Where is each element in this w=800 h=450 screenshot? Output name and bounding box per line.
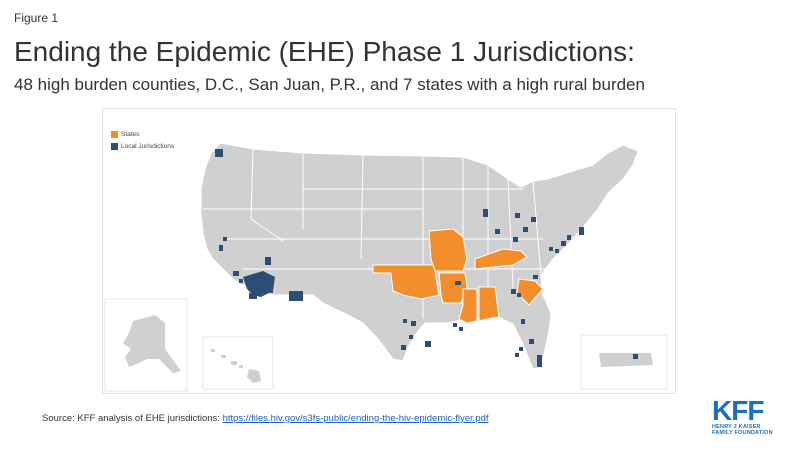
state-oklahoma <box>372 264 440 300</box>
jurisdiction-san-diego <box>249 293 257 299</box>
jurisdiction-cuyahoga <box>531 217 536 222</box>
jurisdiction-hamilton-oh <box>513 237 518 242</box>
legend-swatch-states <box>111 131 118 138</box>
jurisdiction-new-orleans <box>459 327 463 331</box>
hawaii <box>211 349 261 383</box>
jurisdiction-baltimore <box>561 241 566 246</box>
source-link[interactable]: https://files.hiv.gov/s3fs-public/ending… <box>222 413 489 424</box>
state-mississippi <box>458 288 478 324</box>
jurisdiction-mecklenburg <box>533 275 538 279</box>
jurisdiction-shelby <box>455 281 461 285</box>
source-note: Source: KFF analysis of EHE jurisdiction… <box>42 413 489 424</box>
jurisdiction-los-angeles <box>233 271 239 276</box>
jurisdiction-king-wa <box>215 149 223 157</box>
jurisdiction-san-juan <box>633 354 638 359</box>
us-map <box>104 142 668 392</box>
map-container: States Local Jurisdictions <box>102 108 676 394</box>
local-jurisdictions <box>215 149 584 367</box>
kff-org-line2: FAMILY FOUNDATION <box>712 430 773 436</box>
jurisdiction-new-york <box>579 227 584 235</box>
jurisdiction-miami-dade <box>537 355 542 367</box>
jurisdiction-franklin-oh <box>523 227 528 232</box>
jurisdiction-maricopa <box>289 291 303 301</box>
legend-label-states: States <box>121 131 140 138</box>
hawaii-inset-frame <box>202 336 274 390</box>
jurisdiction-wayne <box>515 213 520 218</box>
page-title: Ending the Epidemic (EHE) Phase 1 Jurisd… <box>14 36 635 67</box>
state-alabama <box>478 286 500 322</box>
jurisdiction-cook <box>483 209 488 217</box>
kff-org-line1: HENRY J KAISER <box>712 424 761 430</box>
legend-item-states: States <box>111 131 174 138</box>
jurisdiction-dallas <box>411 321 416 326</box>
jurisdiction-dc <box>555 249 559 253</box>
kff-logo-text: KFF <box>712 395 764 426</box>
legend-item-local: Local Jurisdictions <box>111 143 174 150</box>
legend-label-local: Local Jurisdictions <box>121 143 175 150</box>
jurisdiction-pinellas <box>515 353 519 357</box>
jurisdiction-travis <box>409 335 413 339</box>
jurisdiction-clark-nv <box>265 257 271 265</box>
legend-swatch-local <box>111 143 118 150</box>
us-mainland <box>200 142 639 370</box>
jurisdiction-harris <box>425 341 431 347</box>
jurisdiction-dekalb <box>517 293 521 297</box>
kff-logo: KFF HENRY J KAISER FAMILY FOUNDATION <box>712 395 790 438</box>
jurisdiction-alameda <box>219 245 223 251</box>
jurisdiction-duval <box>521 319 525 324</box>
page-subtitle: 48 high burden counties, D.C., San Juan,… <box>14 75 645 94</box>
jurisdiction-bexar <box>401 345 406 350</box>
jurisdiction-marion-in <box>495 229 500 234</box>
jurisdiction-baton-rouge <box>453 323 457 327</box>
puerto-rico <box>599 353 653 367</box>
jurisdiction-orange-fl <box>529 339 534 344</box>
jurisdiction-riverside <box>261 285 273 293</box>
jurisdiction-tarrant <box>403 319 407 323</box>
jurisdiction-sacramento <box>223 237 227 241</box>
state-arkansas <box>438 272 468 304</box>
jurisdiction-orange <box>239 279 243 283</box>
state-kentucky <box>474 248 528 270</box>
jurisdiction-hillsborough <box>519 347 523 351</box>
jurisdiction-fulton <box>511 289 516 294</box>
alaska <box>123 315 181 373</box>
map-legend: States Local Jurisdictions <box>111 131 174 155</box>
state-missouri <box>428 228 468 272</box>
jurisdiction-philadelphia <box>567 235 571 240</box>
state-south-carolina <box>516 278 544 306</box>
jurisdiction-montgomery-md <box>549 247 553 251</box>
source-text: Source: KFF analysis of EHE jurisdiction… <box>42 413 223 424</box>
figure-label: Figure 1 <box>14 11 59 25</box>
rural-states <box>372 228 544 324</box>
